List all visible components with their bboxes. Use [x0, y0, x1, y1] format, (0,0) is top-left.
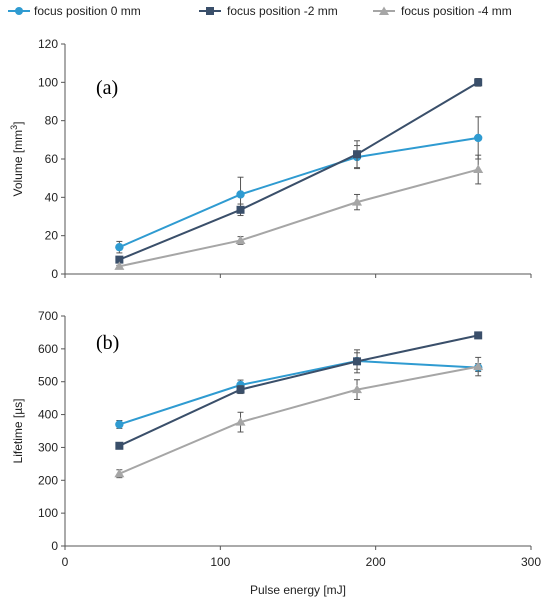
panel-a: 0 20 40 60 80 100 120 (a) Volume [mm3] — [9, 37, 532, 281]
panel-b-y-tick-label: 300 — [38, 440, 58, 454]
panel-b: 0 100 200 300 400 500 600 700 (b) Lifetime [µs] — [11, 309, 532, 553]
legend-entry-2: focus position -4 mm — [373, 4, 512, 18]
legend-label-1: focus position -2 mm — [227, 4, 338, 18]
series-line — [118, 81, 479, 261]
data-point — [236, 205, 245, 214]
data-point — [236, 385, 245, 394]
data-point — [474, 78, 483, 87]
data-point — [473, 361, 484, 371]
panel-a-y-tick-label: 20 — [45, 229, 59, 243]
panel-a-y-tick-label: 120 — [38, 37, 58, 51]
data-point — [114, 468, 125, 478]
panel-b-y-tick-label: 600 — [38, 342, 58, 356]
panel-a-y-ticks: 0 20 40 60 80 100 120 — [38, 37, 65, 281]
data-point — [353, 357, 362, 366]
panel-b-series-1 — [115, 331, 483, 450]
panel-b-y-tick-label: 500 — [38, 375, 58, 389]
legend-entry-1: focus position -2 mm — [199, 4, 338, 18]
panel-a-series-1 — [115, 78, 483, 264]
legend-marker-2 — [379, 6, 389, 15]
panel-a-label: (a) — [96, 77, 118, 99]
panel-a-y-tick-label: 80 — [45, 114, 59, 128]
legend-marker-0 — [15, 7, 23, 15]
series-line — [118, 365, 479, 475]
data-point — [236, 190, 245, 199]
panel-b-y-ticks: 0 100 200 300 400 500 600 700 — [38, 309, 65, 553]
panel-a-series-0 — [115, 116, 483, 254]
data-point — [115, 255, 124, 264]
legend-marker-1 — [206, 7, 214, 15]
panel-a-y-tick-label: 100 — [38, 75, 58, 89]
panel-b-y-axis-label: Lifetime [µs] — [11, 399, 25, 464]
data-point — [235, 417, 246, 426]
data-point — [353, 150, 362, 159]
panel-a-series — [114, 78, 484, 270]
data-point — [235, 235, 246, 244]
panel-b-y-tick-label: 400 — [38, 408, 58, 422]
legend-entry-0: focus position 0 mm — [8, 4, 141, 18]
legend-label-0: focus position 0 mm — [34, 4, 141, 18]
x-tick-label: 0 — [62, 555, 69, 569]
data-point — [115, 441, 124, 450]
panel-b-y-tick-label: 200 — [38, 473, 58, 487]
x-tick-label: 300 — [521, 555, 541, 569]
x-tick-label: 200 — [366, 555, 386, 569]
panel-a-y-tick-label: 0 — [51, 267, 58, 281]
x-axis-label: Pulse energy [mJ] — [250, 583, 346, 597]
data-point — [352, 384, 363, 394]
data-point — [473, 164, 484, 174]
series-line — [119, 168, 479, 268]
data-point — [114, 261, 125, 270]
panel-b-series-0 — [115, 352, 483, 429]
series-line — [118, 334, 479, 447]
x-tick-label: 100 — [210, 555, 230, 569]
data-point — [473, 133, 483, 143]
series-line — [119, 360, 479, 426]
panel-b-y-tick-label: 100 — [38, 506, 58, 520]
panel-a-y-tick-label: 60 — [45, 152, 59, 166]
legend-label-2: focus position -4 mm — [401, 4, 512, 18]
data-point — [115, 420, 124, 429]
panel-a-y-axis-label: Volume [mm3] — [9, 121, 25, 196]
legend: focus position 0 mm focus position -2 mm… — [8, 4, 512, 18]
data-point — [474, 331, 483, 340]
x-axis-ticks: 0 100 200 300 — [62, 555, 542, 569]
series-line — [118, 136, 479, 249]
data-point — [115, 242, 124, 252]
panel-b-axes — [64, 316, 532, 550]
panel-a-axes — [64, 44, 532, 278]
panel-b-y-tick-label: 0 — [51, 539, 58, 553]
data-point — [352, 197, 363, 206]
panel-b-label: (b) — [96, 332, 119, 354]
panel-b-y-tick-label: 700 — [38, 309, 58, 323]
panel-b-series-2 — [114, 356, 484, 479]
panel-a-y-tick-label: 40 — [45, 190, 59, 204]
panel-b-series — [114, 331, 484, 479]
panel-a-series-2 — [114, 154, 484, 270]
